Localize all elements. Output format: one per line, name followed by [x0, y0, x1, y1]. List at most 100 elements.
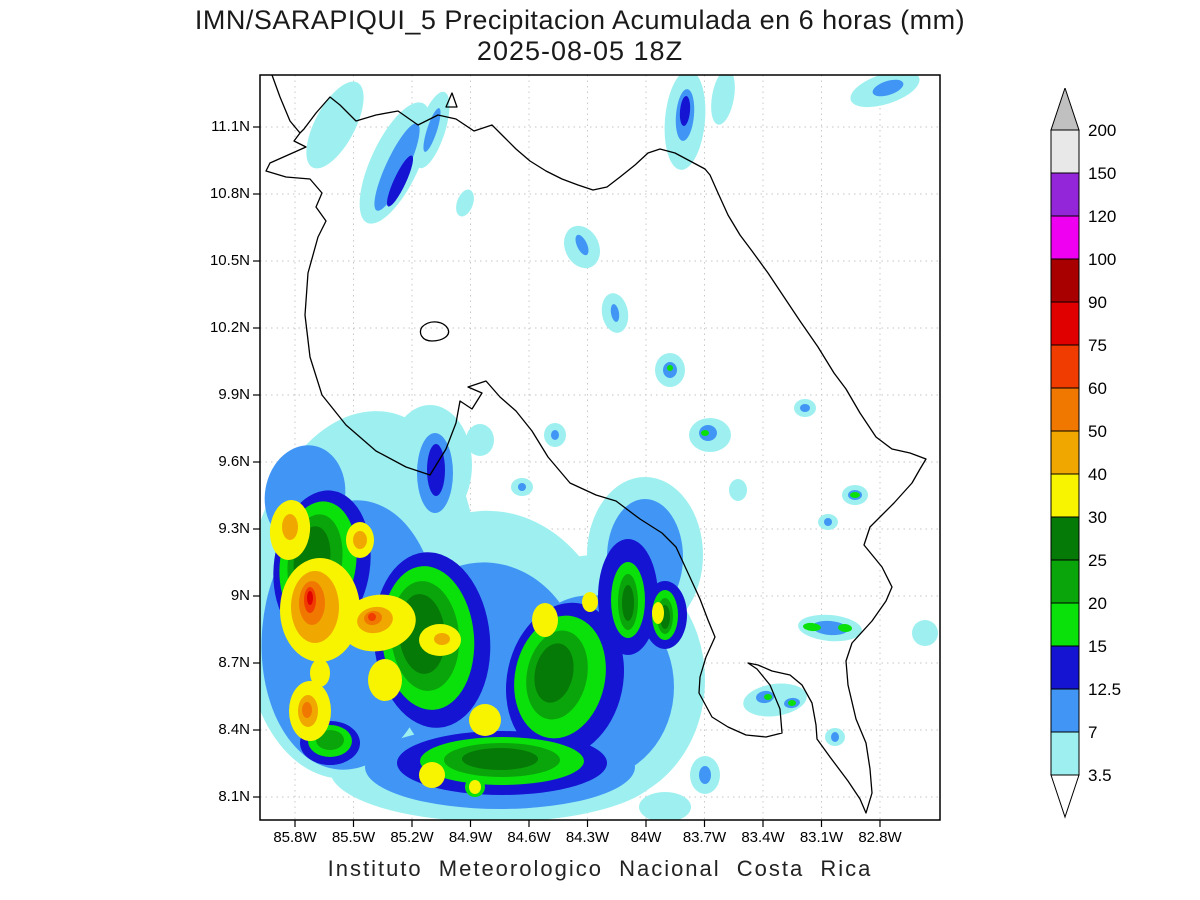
precip-cell — [532, 603, 558, 637]
colorbar-tick-label: 90 — [1088, 293, 1107, 312]
precip-cell — [310, 659, 330, 687]
colorbar-segment — [1050, 215, 1080, 260]
precip-cell — [456, 189, 474, 217]
colorbar-segment — [1050, 645, 1080, 690]
precip-cell — [610, 304, 620, 322]
colorbar-segment — [1050, 688, 1080, 733]
lat-tick-label: 10.2N — [209, 319, 250, 336]
precip-cell — [701, 430, 709, 436]
precipitation-map — [253, 74, 941, 827]
colorbar-segment — [1050, 516, 1080, 561]
colorbar-tick-label: 100 — [1088, 250, 1116, 269]
lat-tick-label: 8.7N — [218, 654, 250, 671]
precip-cell — [831, 732, 839, 742]
colorbar-tick-label: 3.5 — [1088, 766, 1112, 785]
precip-cell — [551, 430, 559, 440]
precip-cell — [652, 602, 664, 624]
colorbar-tick-label: 50 — [1088, 422, 1107, 441]
lon-tick-label: 84.3W — [565, 829, 610, 846]
precip-cell — [302, 702, 312, 718]
lat-tick-label: 8.1N — [218, 788, 250, 805]
precip-cell — [374, 123, 420, 211]
precip-cell — [824, 518, 832, 526]
colorbar-segment — [1050, 301, 1080, 346]
precip-cell — [306, 81, 364, 169]
colorbar-scale: 200 150 120 100 90 75 60 50 40 30 25 20 15 12.5 7 3.5 — [1050, 86, 1121, 819]
colorbar-segment — [1050, 387, 1080, 432]
lon-tick-label: 85.8W — [273, 829, 317, 846]
colorbar-tick-label: 120 — [1088, 207, 1116, 226]
precip-cell — [307, 591, 313, 605]
precip-cell — [622, 585, 634, 621]
precip-cell — [743, 683, 807, 717]
colorbar-tick-label: 15 — [1088, 637, 1107, 656]
lat-tick-label: 10.8N — [209, 185, 250, 202]
lon-tick-label: 82.8W — [858, 829, 902, 846]
precip-cell — [729, 479, 747, 501]
precip-cell — [667, 365, 673, 371]
colorbar-tick-label: 30 — [1088, 508, 1107, 527]
lon-tick-label: 84.6W — [507, 829, 551, 846]
lat-tick-label: 11.1N — [211, 118, 250, 135]
precip-cell — [699, 766, 711, 784]
precip-cell — [838, 623, 852, 633]
map-area — [253, 74, 941, 827]
precip-cell — [575, 234, 589, 256]
precip-cell — [582, 592, 598, 612]
precip-cell — [434, 633, 450, 645]
precip-cell — [423, 108, 441, 152]
precip-cell — [912, 620, 938, 646]
colorbar: 200 150 120 100 90 75 60 50 40 30 25 20 15 12.5 7 3.5 — [1046, 86, 1196, 823]
colorbar-segment — [1050, 129, 1080, 174]
precip-cell — [469, 704, 501, 736]
colorbar-tick-label: 25 — [1088, 551, 1107, 570]
lat-tick-label: 8.4N — [218, 721, 250, 738]
lat-tick-label: 9.3N — [218, 520, 250, 537]
precip-cell — [282, 514, 298, 540]
lat-tick-label: 9.9N — [218, 386, 250, 403]
precip-cell — [427, 444, 445, 496]
precip-cell — [419, 762, 445, 788]
colorbar-tick-label: 12.5 — [1088, 680, 1121, 699]
precip-cell — [764, 694, 772, 700]
precip-cell — [872, 79, 904, 97]
colorbar-tick-label: 7 — [1088, 723, 1097, 742]
colorbar-tick-label: 75 — [1088, 336, 1107, 355]
precip-cell — [711, 75, 735, 125]
colorbar-segment — [1050, 559, 1080, 604]
lat-tick-label: 9N — [230, 587, 250, 604]
colorbar-below-min-arrow — [1050, 774, 1080, 819]
precip-cell — [788, 700, 796, 706]
precip-cell — [462, 748, 538, 770]
colorbar-tick-label: 40 — [1088, 465, 1107, 484]
map-frame — [259, 74, 941, 821]
plot-valid-time: 2025-08-05 18Z — [476, 36, 684, 66]
colorbar-segment — [1050, 602, 1080, 647]
precip-cell — [353, 531, 367, 549]
coastline — [265, 74, 927, 814]
precip-cell — [803, 622, 821, 632]
lon-tick-label: 83.4W — [741, 829, 785, 846]
precip-cell — [518, 483, 526, 491]
lat-tick-label: 10.5N — [209, 252, 250, 269]
precip-cell — [316, 730, 344, 750]
precip-cell — [469, 780, 481, 794]
colorbar-tick-label: 150 — [1088, 164, 1116, 183]
colorbar-above-max-arrow — [1050, 86, 1080, 131]
colorbar-segment — [1050, 473, 1080, 518]
precip-cell — [850, 492, 860, 498]
lat-tick-label: 9.6N — [218, 453, 250, 470]
lon-tick-label: 85.2W — [390, 829, 434, 846]
precip-cell — [800, 404, 810, 412]
precip-cell — [812, 620, 848, 636]
colorbar-tick-label: 20 — [1088, 594, 1107, 613]
lon-tick-label: 84W — [630, 829, 662, 846]
source-caption: Instituto Meteorologico Nacional Costa R… — [327, 856, 873, 881]
lon-tick-label: 83.7W — [682, 829, 727, 846]
precip-cell — [534, 643, 574, 703]
colorbar-segment — [1050, 172, 1080, 217]
colorbar-segment — [1050, 258, 1080, 303]
precip-cell — [466, 424, 494, 456]
lon-tick-label: 83.1W — [799, 829, 844, 846]
